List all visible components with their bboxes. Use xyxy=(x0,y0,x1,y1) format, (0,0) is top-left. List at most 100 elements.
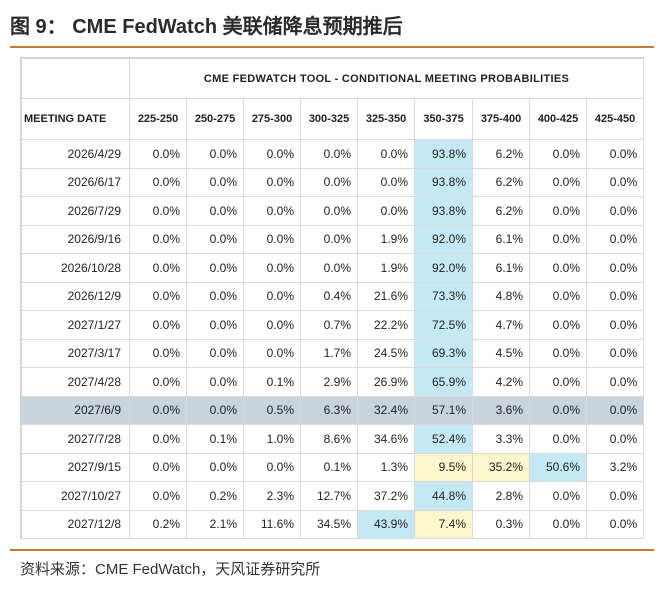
probability-cell: 0.3% xyxy=(472,509,530,539)
probability-cell: 6.3% xyxy=(300,395,358,425)
probability-cell: 12.7% xyxy=(300,481,358,511)
probability-cell: 0.0% xyxy=(186,139,244,169)
table-row: 2026/7/29 0.0% 0.0% 0.0% 0.0% 0.0% 93.8% 6.2% 0.… xyxy=(21,196,645,226)
probability-cell: 3.6% xyxy=(472,395,530,425)
probability-cell: 1.7% xyxy=(300,338,358,368)
meeting-date-cell: 2027/7/28 xyxy=(21,424,130,454)
probability-cell: 1.0% xyxy=(243,424,301,454)
rate-range-header: 325-350 xyxy=(357,98,415,140)
meeting-date-cell: 2026/6/17 xyxy=(21,167,130,197)
probability-cell: 65.9% xyxy=(414,367,473,397)
probability-cell: 0.0% xyxy=(129,367,187,397)
probability-cell: 0.0% xyxy=(186,281,244,311)
probability-cell: 0.0% xyxy=(529,196,587,226)
probability-cell: 0.7% xyxy=(300,310,358,340)
probability-cell: 69.3% xyxy=(414,338,473,368)
meeting-date-cell: 2026/10/28 xyxy=(21,253,130,283)
table-row: 2026/10/28 0.0% 0.0% 0.0% 0.0% 1.9% 92.0% 6.1% 0… xyxy=(21,253,645,283)
probability-cell: 0.0% xyxy=(129,481,187,511)
probability-cell: 0.0% xyxy=(585,196,645,226)
table-row: 2027/4/28 0.0% 0.0% 0.1% 2.9% 26.9% 65.9% 4.2% 0… xyxy=(21,367,645,397)
probability-cell: 0.0% xyxy=(529,481,587,511)
fedwatch-table-frame: CME FEDWATCH TOOL - CONDITIONAL MEETING … xyxy=(20,57,645,539)
probability-cell: 26.9% xyxy=(357,367,415,397)
probability-cell: 0.0% xyxy=(243,167,301,197)
probability-table: CME FEDWATCH TOOL - CONDITIONAL MEETING … xyxy=(21,58,645,539)
rate-range-header: 250-275 xyxy=(186,98,244,140)
meeting-date-cell: 2026/9/16 xyxy=(21,224,130,254)
probability-cell: 0.0% xyxy=(585,481,645,511)
probability-cell: 0.0% xyxy=(529,253,587,283)
probability-cell: 92.0% xyxy=(414,253,473,283)
table-row: 2027/12/8 0.2% 2.1% 11.6% 34.5% 43.9% 7.4% 0.3%… xyxy=(21,509,645,539)
table-title: CME FEDWATCH TOOL - CONDITIONAL MEETING … xyxy=(128,58,645,99)
meeting-date-cell: 2026/7/29 xyxy=(21,196,130,226)
rate-range-header: 275-300 xyxy=(243,98,301,140)
probability-cell: 0.0% xyxy=(585,367,645,397)
meeting-date-cell: 2027/6/9 xyxy=(21,395,130,425)
probability-cell: 0.0% xyxy=(585,253,645,283)
probability-cell: 0.0% xyxy=(129,224,187,254)
table-row: 2027/6/9 0.0% 0.0% 0.5% 6.3% 32.4% 57.1% 3.6% 0.… xyxy=(21,395,645,425)
probability-cell: 0.0% xyxy=(585,509,645,539)
probability-cell: 0.0% xyxy=(243,253,301,283)
table-row: 2027/3/17 0.0% 0.0% 0.0% 1.7% 24.5% 69.3% 4.5% 0… xyxy=(21,338,645,368)
meeting-date-cell: 2027/1/27 xyxy=(21,310,130,340)
table-row: 2027/9/15 0.0% 0.0% 0.0% 0.1% 1.3% 9.5% 35.2% 50… xyxy=(21,452,645,482)
probability-cell: 0.0% xyxy=(585,281,645,311)
probability-cell: 0.0% xyxy=(357,139,415,169)
probability-cell: 0.0% xyxy=(186,367,244,397)
meeting-date-cell: 2027/12/8 xyxy=(21,509,130,539)
probability-cell: 0.0% xyxy=(186,224,244,254)
probability-cell: 1.3% xyxy=(357,452,415,482)
probability-cell: 0.0% xyxy=(186,310,244,340)
probability-cell: 22.2% xyxy=(357,310,415,340)
probability-cell: 8.6% xyxy=(300,424,358,454)
probability-cell: 1.9% xyxy=(357,224,415,254)
probability-cell: 0.0% xyxy=(585,310,645,340)
probability-cell: 0.4% xyxy=(300,281,358,311)
probability-cell: 93.8% xyxy=(414,139,473,169)
probability-cell: 35.2% xyxy=(472,452,530,482)
probability-cell: 0.0% xyxy=(529,338,587,368)
probability-cell: 0.0% xyxy=(243,310,301,340)
probability-cell: 0.0% xyxy=(300,139,358,169)
rate-range-header: 225-250 xyxy=(129,98,187,140)
probability-cell: 0.0% xyxy=(357,196,415,226)
meeting-date-header: MEETING DATE xyxy=(21,98,130,140)
probability-cell: 4.8% xyxy=(472,281,530,311)
rate-range-header: 425-450 xyxy=(585,98,645,140)
probability-cell: 0.0% xyxy=(529,424,587,454)
probability-cell: 6.2% xyxy=(472,139,530,169)
meeting-date-cell: 2026/12/9 xyxy=(21,281,130,311)
table-row: 2027/1/27 0.0% 0.0% 0.0% 0.7% 22.2% 72.5% 4.7% 0… xyxy=(21,310,645,340)
probability-cell: 72.5% xyxy=(414,310,473,340)
probability-cell: 0.0% xyxy=(129,281,187,311)
probability-cell: 2.8% xyxy=(472,481,530,511)
probability-cell: 0.0% xyxy=(529,281,587,311)
probability-cell: 0.0% xyxy=(357,167,415,197)
probability-cell: 0.2% xyxy=(186,481,244,511)
probability-cell: 0.1% xyxy=(186,424,244,454)
probability-cell: 2.3% xyxy=(243,481,301,511)
probability-cell: 0.0% xyxy=(129,196,187,226)
probability-cell: 0.0% xyxy=(129,424,187,454)
probability-cell: 9.5% xyxy=(414,452,473,482)
table-row: 2026/6/17 0.0% 0.0% 0.0% 0.0% 0.0% 93.8% 6.2% 0.… xyxy=(21,167,645,197)
probability-cell: 0.0% xyxy=(186,395,244,425)
rate-range-header: 300-325 xyxy=(300,98,358,140)
probability-cell: 0.0% xyxy=(529,310,587,340)
probability-cell: 0.0% xyxy=(129,310,187,340)
probability-cell: 0.1% xyxy=(300,452,358,482)
probability-cell: 0.0% xyxy=(186,253,244,283)
probability-cell: 0.0% xyxy=(529,367,587,397)
probability-cell: 24.5% xyxy=(357,338,415,368)
table-row: 2026/4/29 0.0% 0.0% 0.0% 0.0% 0.0% 93.8% 6.2% 0.… xyxy=(21,139,645,169)
probability-cell: 11.6% xyxy=(243,509,301,539)
probability-cell: 37.2% xyxy=(357,481,415,511)
table-row: 2027/10/27 0.0% 0.2% 2.3% 12.7% 37.2% 44.8% 2.8… xyxy=(21,481,645,511)
probability-cell: 57.1% xyxy=(414,395,473,425)
probability-cell: 4.5% xyxy=(472,338,530,368)
probability-cell: 93.8% xyxy=(414,167,473,197)
probability-cell: 0.0% xyxy=(529,224,587,254)
